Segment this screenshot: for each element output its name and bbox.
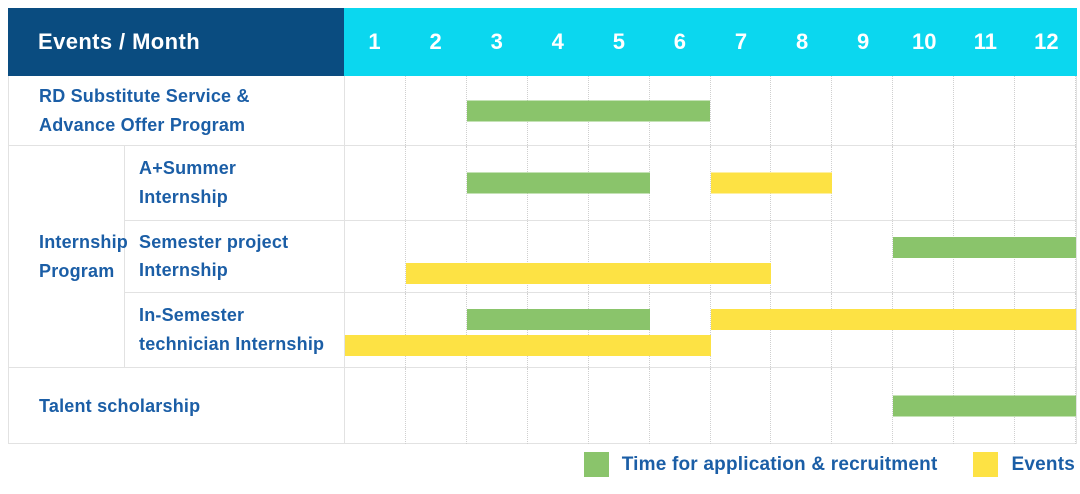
- row-label-line: Advance Offer Program: [39, 114, 246, 135]
- month-grid-cell: [1015, 146, 1077, 220]
- row-talent-scholarship: Talent scholarship: [9, 368, 1077, 444]
- row-label-line: Internship: [139, 260, 229, 281]
- legend: Time for application & recruitment Event…: [8, 452, 1077, 477]
- row-in-semester-technician-internship: In-Semester technician Internship: [125, 293, 1077, 367]
- application-recruitment-bar: [893, 395, 1076, 417]
- table-header-row: Events / Month 1 2 3 4 5 6 7 8 9 10 11 1…: [8, 8, 1077, 76]
- month-grid-cell: [589, 368, 650, 444]
- timeline-a-summer-internship: [345, 146, 1077, 220]
- month-label: 4: [551, 29, 564, 54]
- month-grid-cell: [771, 76, 833, 145]
- month-label: 10: [912, 29, 937, 54]
- legend-label-events: Events: [1011, 453, 1075, 475]
- row-label: A+Summer Internship: [125, 146, 345, 220]
- row-a-summer-internship: A+Summer Internship: [125, 146, 1077, 221]
- application-color-swatch: [583, 452, 609, 477]
- timeline-talent-scholarship: [345, 368, 1077, 444]
- month-grid-cell: [650, 293, 711, 367]
- group-label-line: Program: [39, 260, 115, 281]
- month-grid-cell: [345, 368, 406, 444]
- row-label: Semester project Internship: [125, 220, 345, 293]
- row-label-line: In-Semester: [139, 305, 245, 326]
- month-grid-cell: [345, 146, 406, 220]
- month-grid-cell: [711, 76, 772, 145]
- month-grid-cell: [650, 146, 711, 220]
- month-grid-cell: [406, 76, 467, 145]
- group-internship-program: Internship Program A+Summer Internship S…: [9, 146, 1077, 368]
- legend-item-application: Time for application & recruitment: [583, 452, 938, 477]
- row-label: Talent scholarship: [9, 368, 345, 444]
- events-month-table: Events / Month 1 2 3 4 5 6 7 8 9 10 11 1…: [8, 8, 1077, 444]
- row-label-line: RD Substitute Service &: [39, 85, 250, 106]
- row-label-line: Semester project: [139, 231, 289, 252]
- row-label: In-Semester technician Internship: [125, 293, 345, 367]
- month-label: 1: [368, 29, 381, 54]
- event-bar: [345, 335, 711, 357]
- month-grid-cell: [954, 76, 1016, 145]
- row-label: RD Substitute Service & Advance Offer Pr…: [9, 76, 345, 145]
- corner-header: Events / Month: [8, 8, 344, 76]
- month-label: 8: [795, 29, 809, 54]
- month-grid-cell: [650, 368, 711, 444]
- row-label-line: A+Summer: [139, 158, 237, 179]
- event-bar: [405, 262, 772, 284]
- month-grid-cell: [711, 368, 772, 444]
- month-label: 2: [429, 29, 442, 54]
- group-rows: A+Summer Internship Semester project Int…: [125, 146, 1077, 367]
- month-grid-cell: [954, 146, 1016, 220]
- timeline-in-semester-technician-internship: [345, 293, 1077, 367]
- legend-item-events: Events: [973, 452, 1075, 477]
- month-grid-cell: [771, 368, 833, 444]
- events-color-swatch: [973, 452, 999, 477]
- month-grid-cell: [771, 220, 833, 293]
- month-grid-cell: [832, 220, 894, 293]
- month-grid-cell: [832, 146, 894, 220]
- month-grid-cell: [650, 220, 711, 293]
- month-grid-cell: [406, 293, 467, 367]
- group-label-line: Internship: [39, 231, 129, 252]
- month-label: 11: [973, 29, 997, 54]
- month-grid-cell: [589, 220, 650, 293]
- month-grid-cell: [467, 368, 528, 444]
- month-grid-cell: [832, 76, 894, 145]
- table-body: RD Substitute Service & Advance Offer Pr…: [8, 76, 1077, 444]
- row-label-line: Talent scholarship: [39, 395, 201, 416]
- month-grid-cell: [1015, 76, 1077, 145]
- group-label: Internship Program: [9, 146, 129, 367]
- month-label: 9: [857, 29, 870, 54]
- month-grid-cell: [345, 220, 406, 293]
- month-grid-cell: [893, 146, 955, 220]
- month-grid-cell: [467, 220, 528, 293]
- month-label: 7: [734, 29, 748, 54]
- application-recruitment-bar: [893, 236, 1076, 258]
- month-grid-cell: [345, 293, 406, 367]
- month-grid-cell: [832, 368, 894, 444]
- row-semester-project-internship: Semester project Internship: [125, 220, 1077, 294]
- month-label: 6: [673, 29, 687, 54]
- timeline-semester-project-internship: [345, 220, 1077, 293]
- timeline-rd-substitute-service: [345, 76, 1077, 145]
- row-rd-substitute-service: RD Substitute Service & Advance Offer Pr…: [9, 76, 1077, 146]
- application-recruitment-bar: [466, 309, 650, 331]
- month-grid-cell: [893, 76, 955, 145]
- row-label-line: technician Internship: [139, 334, 325, 355]
- month-label: 5: [612, 29, 625, 54]
- month-grid-cell: [528, 368, 589, 444]
- month-grid-cell: [406, 368, 467, 444]
- month-grid-cell: [406, 220, 467, 293]
- application-recruitment-bar: [466, 172, 650, 194]
- month-label: 12: [1034, 29, 1059, 54]
- month-grid-cell: [345, 76, 406, 145]
- month-grid-cell: [406, 146, 467, 220]
- month-grid-cell: [711, 220, 772, 293]
- event-bar: [710, 172, 833, 194]
- legend-label-application: Time for application & recruitment: [621, 453, 938, 475]
- application-recruitment-bar: [466, 100, 711, 121]
- month-label: 3: [490, 29, 503, 54]
- event-bar: [710, 309, 1076, 331]
- row-label-line: Internship: [139, 186, 229, 207]
- month-header: 1 2 3 4 5 6 7 8 9 10 11 12: [344, 8, 1077, 76]
- month-grid-cell: [528, 220, 589, 293]
